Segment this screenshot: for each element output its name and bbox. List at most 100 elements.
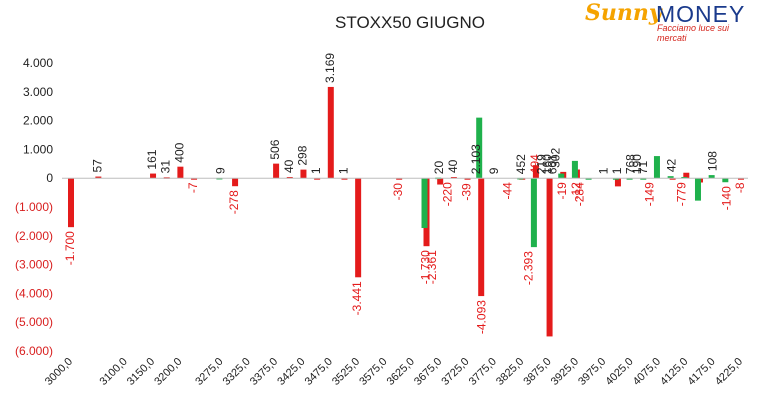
- bar: [314, 178, 321, 180]
- data-label: -278: [227, 190, 241, 214]
- data-label: -220: [440, 182, 454, 206]
- bar: [585, 178, 592, 180]
- x-tick-label: 3675,0: [412, 356, 444, 388]
- bar: [640, 178, 647, 180]
- bar: [683, 172, 690, 179]
- x-tick-label: 4225,0: [713, 356, 745, 388]
- data-label: -779: [674, 182, 688, 206]
- data-label: -19: [555, 182, 569, 200]
- data-label: 601: [545, 154, 559, 174]
- data-label: 1: [610, 167, 624, 174]
- y-tick-label: (1.000): [15, 200, 53, 214]
- bar: [191, 178, 198, 180]
- data-label: 400: [172, 142, 186, 162]
- data-label: -30: [391, 183, 405, 201]
- bar: [273, 163, 280, 179]
- data-label: 20: [432, 161, 446, 175]
- bar: [421, 178, 428, 229]
- y-tick-label: (4.000): [15, 286, 53, 300]
- x-tick-label: 3825,0: [494, 356, 526, 388]
- x-tick-label: 3475,0: [303, 356, 335, 388]
- data-label: 42: [665, 158, 679, 172]
- bar: [571, 160, 578, 179]
- data-label: 40: [282, 159, 296, 173]
- data-label: 71: [636, 160, 650, 174]
- x-tick-label: 4125,0: [658, 356, 690, 388]
- bar: [150, 173, 157, 179]
- data-label: 108: [706, 151, 720, 171]
- logo-tagline: Facciamo luce sui mercati: [657, 23, 730, 43]
- data-label: 302: [549, 148, 563, 168]
- data-label: 768: [624, 154, 638, 174]
- bar: [437, 178, 444, 185]
- y-tick-label: (3.000): [15, 258, 53, 272]
- x-tick-label: 3325,0: [221, 356, 253, 388]
- x-tick-label: 3100,0: [98, 356, 130, 388]
- sunny-money-logo: Sunny MONEY Facciamo luce sui mercati: [583, 0, 758, 43]
- bar: [626, 178, 633, 180]
- x-tick-label: 3625,0: [385, 356, 417, 388]
- data-label: 190: [630, 154, 644, 174]
- x-tick-label: 3375,0: [248, 356, 280, 388]
- logo-sunny-text: Sunny: [585, 0, 662, 26]
- bar: [300, 169, 307, 179]
- bar: [327, 86, 334, 179]
- y-tick-label: 1.000: [23, 142, 53, 156]
- bar: [708, 175, 715, 179]
- x-tick-label: 3925,0: [549, 356, 581, 388]
- x-tick-label: 3275,0: [193, 356, 225, 388]
- data-label: -284: [573, 182, 587, 206]
- data-label: -140: [719, 186, 733, 210]
- x-tick-label: 3975,0: [576, 356, 608, 388]
- bar: [95, 176, 102, 179]
- y-tick-label: (6.000): [15, 344, 53, 358]
- data-label: 298: [295, 145, 309, 165]
- data-label: -1.700: [63, 231, 77, 265]
- bar: [396, 178, 403, 180]
- data-label: 40: [446, 159, 460, 173]
- data-label: 2.103: [469, 144, 483, 174]
- data-label: -12: [569, 182, 583, 200]
- x-tick-label: 3425,0: [275, 356, 307, 388]
- bar: [694, 178, 701, 201]
- bar: [532, 165, 539, 179]
- data-label: -39: [460, 183, 474, 201]
- bar: [614, 178, 621, 187]
- data-label: -8: [733, 182, 747, 193]
- bar: [546, 178, 553, 337]
- x-tick-label: 3200,0: [152, 356, 184, 388]
- bar: [612, 178, 619, 180]
- data-label: 494: [528, 154, 542, 174]
- bar: [478, 178, 485, 297]
- bar: [476, 117, 483, 179]
- y-tick-label: (5.000): [15, 315, 53, 329]
- x-tick-label: 3725,0: [439, 356, 471, 388]
- data-label: -3.441: [350, 281, 364, 315]
- data-label: 9: [487, 167, 501, 174]
- bar: [464, 178, 471, 180]
- data-label: 1: [336, 167, 350, 174]
- data-label: -2.361: [425, 250, 439, 284]
- bar: [355, 178, 362, 278]
- logo-money-text: MONEY: [656, 1, 746, 27]
- bar: [232, 178, 239, 187]
- data-label: 1: [309, 167, 323, 174]
- bar: [667, 176, 674, 179]
- data-label: 219: [534, 154, 548, 174]
- chart-title: STOXX50 GIUGNO: [335, 13, 485, 32]
- bar: [177, 166, 184, 179]
- data-label: 506: [268, 139, 282, 159]
- data-label: -149: [643, 182, 657, 206]
- bar: [341, 178, 348, 180]
- data-label: 452: [514, 154, 528, 174]
- x-tick-label: 4175,0: [685, 356, 717, 388]
- y-tick-label: 0: [46, 171, 53, 185]
- x-tick-label: 3575,0: [357, 356, 389, 388]
- data-label: -7: [186, 182, 200, 193]
- y-tick-label: (2.000): [15, 229, 53, 243]
- y-tick-label: 2.000: [23, 114, 53, 128]
- bar: [738, 178, 744, 180]
- data-label: 57: [90, 159, 104, 173]
